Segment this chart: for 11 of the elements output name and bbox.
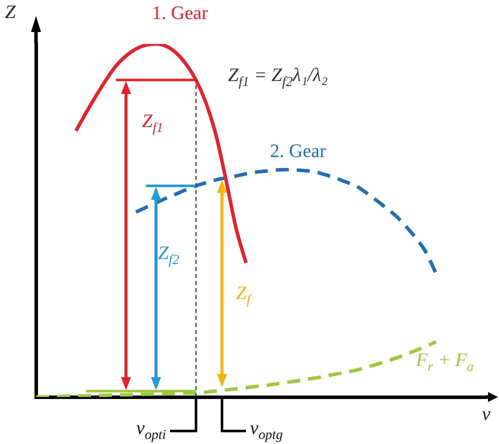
series-label: 1. Gear xyxy=(152,3,208,25)
annotation: Z$_{f2}$ xyxy=(158,243,180,267)
annotation: Z$_{f1}$ xyxy=(142,111,164,135)
y-axis-title: Z xyxy=(5,2,16,24)
x-axis-title: v xyxy=(482,404,490,426)
text: v$_{optg}$ xyxy=(250,418,283,442)
series-label: F$_{r}$ + F$_{a}$ xyxy=(416,350,474,374)
annotation: Z$_{f1}$ = Z$_{f2}$λ₁/λ₂ xyxy=(228,65,328,89)
annotation: Z$_{f}$ xyxy=(236,283,250,307)
series-label: 2. Gear xyxy=(270,141,326,163)
text: v$_{opti}$ xyxy=(136,418,166,442)
